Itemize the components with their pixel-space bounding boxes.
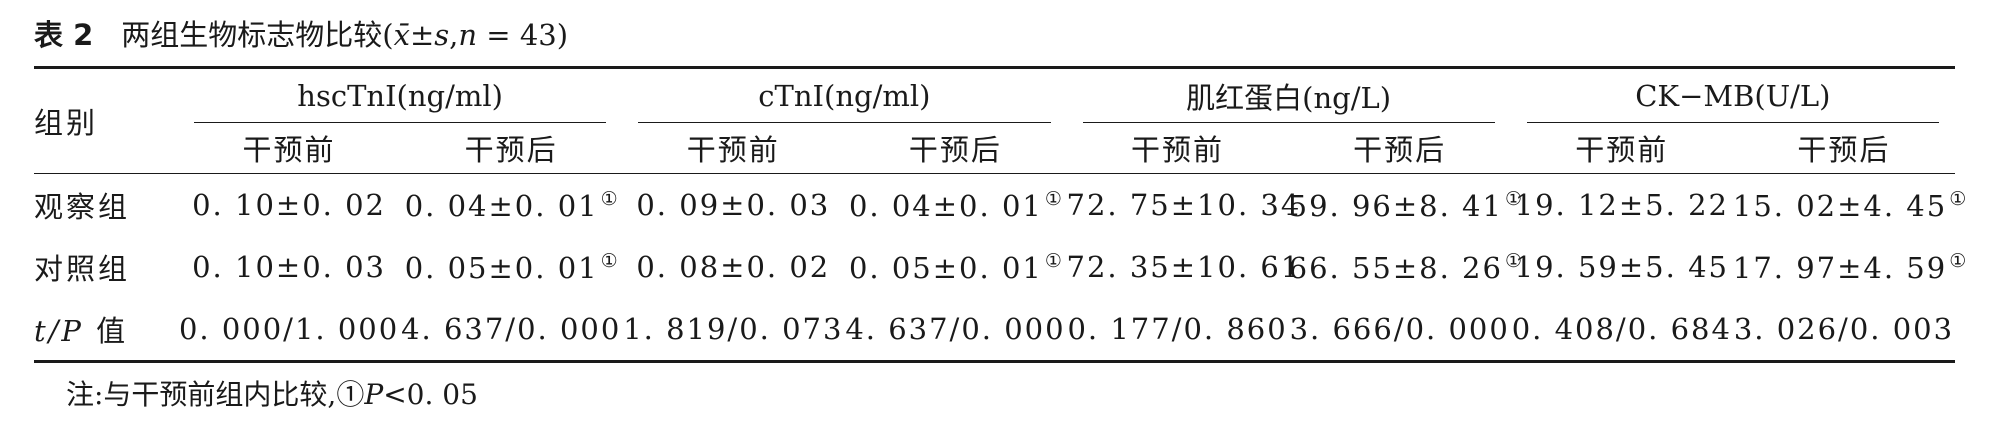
table-cell: 0. 10±0. 02 bbox=[192, 188, 386, 222]
table-footnote: 注:与干预前组内比较,①P<0. 05 bbox=[66, 373, 478, 413]
table-row-observation: 观察组 0. 10±0. 02 0. 04±0. 01 ① 0. 09±0. 03… bbox=[34, 174, 1967, 237]
table-cell: 0. 177/0. 860 bbox=[1066, 298, 1289, 363]
data-table-wrapper: 组别 hscTnI(ng/ml) cTnI(ng/ml) 肌红蛋白(ng/L) … bbox=[34, 66, 1967, 363]
footnote-threshold: <0. 05 bbox=[383, 378, 478, 411]
significance-marker: ① bbox=[1504, 249, 1522, 272]
subheader-after: 干预后 bbox=[1732, 123, 1955, 174]
table-cell: 0. 09±0. 03 bbox=[636, 188, 831, 222]
table-cell: 1. 819/0. 073 bbox=[622, 298, 845, 363]
caption-paren-close: ) bbox=[556, 18, 569, 52]
table-cell: 3. 026/0. 003 bbox=[1732, 298, 1955, 363]
row-label: 观察组 bbox=[34, 190, 131, 224]
table-caption: 表 2 两组生物标志物比较(x̄±s,n = 43) bbox=[34, 12, 568, 54]
table-cell: 0. 04±0. 01 ① bbox=[404, 187, 618, 223]
table-cell: 19. 59±5. 45 bbox=[1514, 250, 1729, 284]
significance-marker: ① bbox=[1949, 187, 1967, 210]
table-cell: 4. 637/0. 000 bbox=[844, 298, 1067, 363]
caption-n-value: = 43 bbox=[477, 18, 557, 52]
table-cell: 0. 408/0. 684 bbox=[1510, 298, 1733, 363]
subheader-after: 干预后 bbox=[400, 123, 623, 174]
group-column-header: 组别 bbox=[34, 66, 178, 174]
subheader-before: 干预前 bbox=[622, 123, 845, 174]
caption-stats-var: x̄±s bbox=[393, 18, 450, 52]
subheader-before: 干预前 bbox=[1510, 123, 1733, 174]
table-cell: 0. 05±0. 01 ① bbox=[404, 249, 618, 285]
table-cell: 66. 55±8. 26 ① bbox=[1288, 249, 1522, 285]
table-row-control: 对照组 0. 10±0. 03 0. 05±0. 01 ① 0. 08±0. 02… bbox=[34, 236, 1967, 298]
subheader-before: 干预前 bbox=[178, 123, 401, 174]
table-cell: 4. 637/0. 000 bbox=[400, 298, 623, 363]
table-cell: 0. 08±0. 02 bbox=[636, 250, 831, 284]
footnote-marker: ① bbox=[336, 378, 365, 411]
table-cell: 19. 12±5. 22 bbox=[1514, 188, 1729, 222]
group-header-ctni: cTnI(ng/ml) bbox=[622, 66, 1067, 124]
footnote-p-var: P bbox=[364, 378, 384, 411]
row-label: 对照组 bbox=[34, 252, 131, 286]
stat-var-label: t/P bbox=[34, 314, 84, 348]
significance-marker: ① bbox=[600, 187, 618, 210]
significance-marker: ① bbox=[1044, 249, 1062, 272]
significance-marker: ① bbox=[1504, 187, 1522, 210]
footnote-prefix: 注:与干预前组内比较, bbox=[66, 378, 337, 411]
table-cell: 72. 35±10. 61 bbox=[1066, 250, 1302, 284]
significance-marker: ① bbox=[1044, 187, 1062, 210]
group-header-myoglobin: 肌红蛋白(ng/L) bbox=[1066, 66, 1511, 124]
table-cell: 3. 666/0. 000 bbox=[1288, 298, 1511, 363]
subheader-before: 干预前 bbox=[1066, 123, 1289, 174]
table-cell: 59. 96±8. 41 ① bbox=[1288, 187, 1522, 223]
table-cell: 0. 000/1. 000 bbox=[178, 298, 401, 363]
table-row-stats: t/P 值 0. 000/1. 000 4. 637/0. 000 1. 819… bbox=[34, 298, 1955, 363]
table-title: 两组生物标志物比较 bbox=[121, 18, 383, 52]
table-cell: 72. 75±10. 34 bbox=[1066, 188, 1302, 222]
caption-sep: , bbox=[449, 18, 459, 52]
row-label: t/P 值 bbox=[34, 298, 178, 363]
table-cell: 0. 04±0. 01 ① bbox=[848, 187, 1062, 223]
stat-value-label: 值 bbox=[83, 314, 129, 348]
group-header-ckmb: CK−MB(U/L) bbox=[1510, 66, 1955, 124]
biomarker-table: 组别 hscTnI(ng/ml) cTnI(ng/ml) 肌红蛋白(ng/L) … bbox=[34, 66, 1967, 363]
table-cell: 17. 97±4. 59 ① bbox=[1732, 249, 1967, 285]
table-cell: 0. 10±0. 03 bbox=[192, 250, 386, 284]
table-number: 表 2 bbox=[34, 18, 94, 52]
caption-paren-open: ( bbox=[382, 18, 394, 52]
subheader-after: 干预后 bbox=[1288, 123, 1511, 174]
group-header-hsctni: hscTnI(ng/ml) bbox=[178, 66, 623, 124]
caption-n-var: n bbox=[458, 18, 478, 52]
table-cell: 15. 02±4. 45 ① bbox=[1732, 187, 1967, 223]
table-cell: 0. 05±0. 01 ① bbox=[848, 249, 1062, 285]
significance-marker: ① bbox=[600, 249, 618, 272]
subheader-after: 干预后 bbox=[844, 123, 1067, 174]
significance-marker: ① bbox=[1949, 249, 1967, 272]
